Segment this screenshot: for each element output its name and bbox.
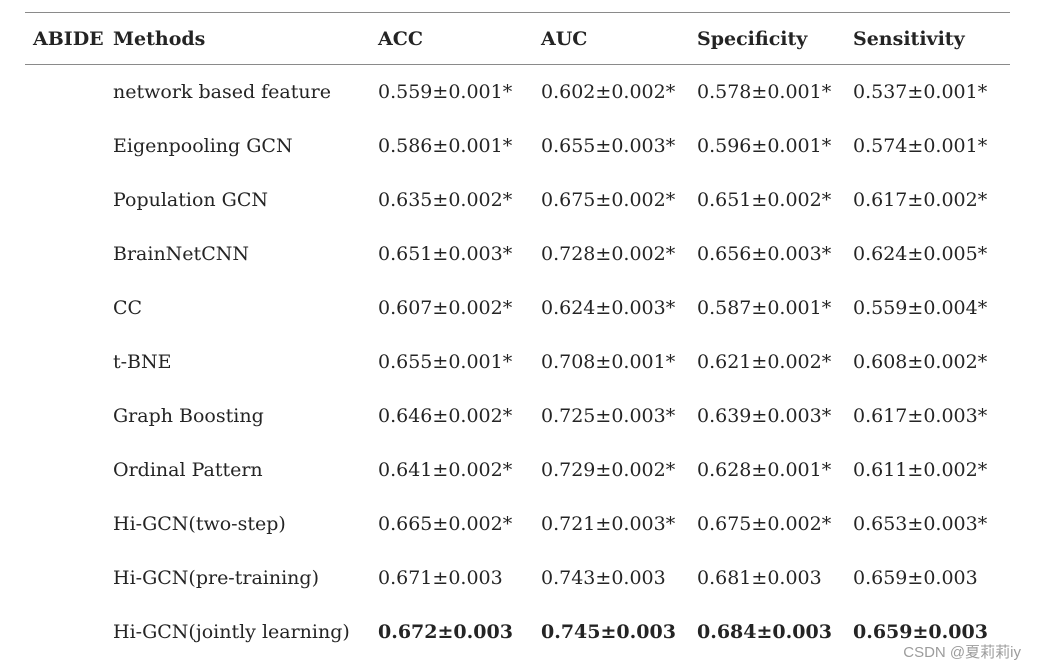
abide-cell (25, 605, 113, 659)
results-table: ABIDE Methods ACC AUC Specificity Sensit… (25, 12, 1010, 659)
auc-cell: 0.708±0.001* (541, 350, 676, 373)
auc-cell: 0.725±0.003* (541, 404, 676, 427)
acc-cell: 0.671±0.003 (378, 566, 503, 589)
table-row: Hi-GCN(two-step) 0.665±0.002* 0.721±0.003*… (25, 497, 1010, 551)
specificity-cell: 0.656±0.003* (697, 242, 832, 265)
table-row: Eigenpooling GCN 0.586±0.001* 0.655±0.003*… (25, 119, 1010, 173)
abide-cell (25, 443, 113, 497)
acc-cell: 0.635±0.002* (378, 188, 513, 211)
auc-cell: 0.729±0.002* (541, 458, 676, 481)
method-cell: Population GCN (113, 188, 269, 211)
method-cell: network based feature (113, 80, 331, 103)
sensitivity-cell: 0.559±0.004* (853, 296, 988, 319)
abide-cell (25, 497, 113, 551)
col-header-methods: Methods (113, 27, 206, 50)
specificity-cell: 0.684±0.003 (697, 620, 832, 643)
acc-cell: 0.651±0.003* (378, 242, 513, 265)
auc-cell: 0.655±0.003* (541, 134, 676, 157)
table-row: CC 0.607±0.002* 0.624±0.003* 0.587±0.001* 0.… (25, 281, 1010, 335)
col-header-abide: ABIDE (33, 27, 104, 50)
method-cell: Ordinal Pattern (113, 458, 263, 481)
method-cell: Eigenpooling GCN (113, 134, 293, 157)
col-header-sensitivity: Sensitivity (853, 27, 965, 50)
table-row: Hi-GCN(pre-training) 0.671±0.003 0.743±0.0… (25, 551, 1010, 605)
auc-cell: 0.728±0.002* (541, 242, 676, 265)
acc-cell: 0.665±0.002* (378, 512, 513, 535)
results-table-container: ABIDE Methods ACC AUC Specificity Sensit… (25, 12, 1010, 659)
table-row: BrainNetCNN 0.651±0.003* 0.728±0.002* 0.656… (25, 227, 1010, 281)
auc-cell: 0.675±0.002* (541, 188, 676, 211)
sensitivity-cell: 0.617±0.002* (853, 188, 988, 211)
sensitivity-cell: 0.611±0.002* (853, 458, 988, 481)
table-row: Ordinal Pattern 0.641±0.002* 0.729±0.002* 0… (25, 443, 1010, 497)
method-cell: Hi-GCN(two-step) (113, 512, 286, 535)
header-row: ABIDE Methods ACC AUC Specificity Sensit… (25, 12, 1010, 65)
table-row: Population GCN 0.635±0.002* 0.675±0.002* 0.… (25, 173, 1010, 227)
acc-cell: 0.607±0.002* (378, 296, 513, 319)
sensitivity-cell: 0.537±0.001* (853, 80, 988, 103)
acc-cell: 0.559±0.001* (378, 80, 513, 103)
table-row: Graph Boosting 0.646±0.002* 0.725±0.003* 0.… (25, 389, 1010, 443)
auc-cell: 0.602±0.002* (541, 80, 676, 103)
auc-cell: 0.624±0.003* (541, 296, 676, 319)
acc-cell: 0.672±0.003 (378, 620, 513, 643)
auc-cell: 0.745±0.003 (541, 620, 676, 643)
specificity-cell: 0.639±0.003* (697, 404, 832, 427)
method-cell: Hi-GCN(pre-training) (113, 566, 319, 589)
specificity-cell: 0.596±0.001* (697, 134, 832, 157)
specificity-cell: 0.628±0.001* (697, 458, 832, 481)
abide-cell (25, 551, 113, 605)
abide-cell (25, 173, 113, 227)
method-cell: Graph Boosting (113, 404, 264, 427)
acc-cell: 0.641±0.002* (378, 458, 513, 481)
csdn-watermark: CSDN @夏莉莉iy (903, 644, 1021, 661)
specificity-cell: 0.681±0.003 (697, 566, 822, 589)
table-row: network based feature 0.559±0.001* 0.602±0… (25, 65, 1010, 119)
table-row: t-BNE 0.655±0.001* 0.708±0.001* 0.621±0.002… (25, 335, 1010, 389)
abide-cell (25, 227, 113, 281)
col-header-auc: AUC (541, 27, 588, 50)
acc-cell: 0.586±0.001* (378, 134, 513, 157)
abide-cell (25, 65, 113, 119)
sensitivity-cell: 0.624±0.005* (853, 242, 988, 265)
acc-cell: 0.646±0.002* (378, 404, 513, 427)
specificity-cell: 0.675±0.002* (697, 512, 832, 535)
sensitivity-cell: 0.653±0.003* (853, 512, 988, 535)
auc-cell: 0.743±0.003 (541, 566, 666, 589)
abide-cell (25, 335, 113, 389)
sensitivity-cell: 0.608±0.002* (853, 350, 988, 373)
sensitivity-cell: 0.659±0.003 (853, 620, 988, 643)
auc-cell: 0.721±0.003* (541, 512, 676, 535)
table-row: Hi-GCN(jointly learning) 0.672±0.003 0.745… (25, 605, 1010, 659)
table-header: ABIDE Methods ACC AUC Specificity Sensit… (25, 12, 1010, 65)
abide-cell (25, 389, 113, 443)
table-body: network based feature 0.559±0.001* 0.602±0… (25, 65, 1010, 659)
col-header-specificity: Specificity (697, 27, 808, 50)
method-cell: BrainNetCNN (113, 242, 249, 265)
sensitivity-cell: 0.617±0.003* (853, 404, 988, 427)
col-header-acc: ACC (378, 27, 423, 50)
method-cell: Hi-GCN(jointly learning) (113, 620, 350, 643)
specificity-cell: 0.621±0.002* (697, 350, 832, 373)
sensitivity-cell: 0.659±0.003 (853, 566, 978, 589)
specificity-cell: 0.651±0.002* (697, 188, 832, 211)
specificity-cell: 0.578±0.001* (697, 80, 832, 103)
abide-cell (25, 119, 113, 173)
method-cell: t-BNE (113, 350, 172, 373)
method-cell: CC (113, 296, 143, 319)
sensitivity-cell: 0.574±0.001* (853, 134, 988, 157)
specificity-cell: 0.587±0.001* (697, 296, 832, 319)
acc-cell: 0.655±0.001* (378, 350, 513, 373)
abide-cell (25, 281, 113, 335)
